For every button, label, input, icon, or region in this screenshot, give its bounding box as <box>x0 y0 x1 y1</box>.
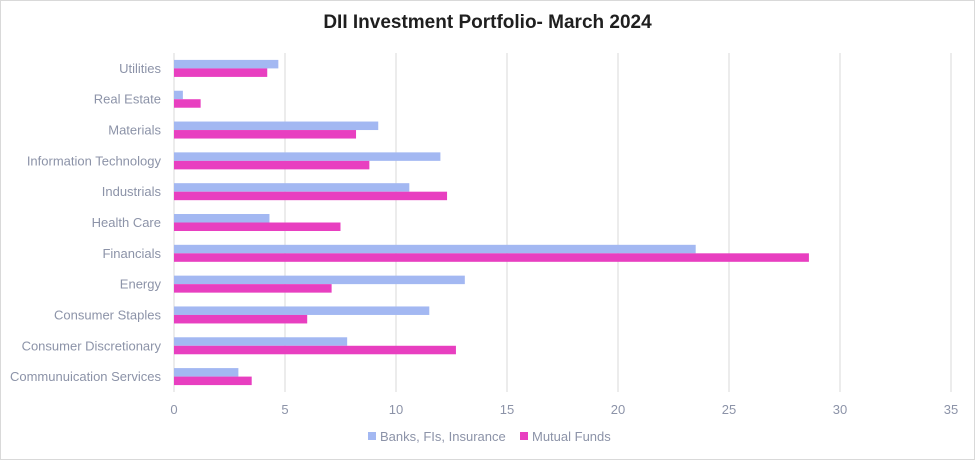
bar-mutual-funds <box>174 253 809 262</box>
x-tick-label: 10 <box>389 402 403 417</box>
category-label: Communuication Services <box>10 369 162 384</box>
category-label: Industrials <box>102 184 162 199</box>
legend-label: Mutual Funds <box>532 429 611 444</box>
bar-mutual-funds <box>174 130 357 139</box>
bar-mutual-funds <box>174 345 456 355</box>
bar-banks-fis-insurance <box>174 337 348 346</box>
bar-mutual-funds <box>174 314 308 324</box>
bar-mutual-funds <box>174 376 252 386</box>
category-label: Real Estate <box>94 92 161 107</box>
category-label: Health Care <box>92 215 161 230</box>
bar-banks-fis-insurance <box>174 214 270 223</box>
category-label: Information Technology <box>27 153 162 168</box>
bar-mutual-funds <box>174 222 341 231</box>
category-label: Consumer Staples <box>54 307 161 322</box>
x-tick-label: 30 <box>833 402 847 417</box>
bar-banks-fis-insurance <box>174 59 279 69</box>
bar-banks-fis-insurance <box>174 306 430 315</box>
category-label: Materials <box>108 123 161 138</box>
legend-swatch <box>368 432 376 440</box>
bar-banks-fis-insurance <box>174 183 410 192</box>
bar-mutual-funds <box>174 284 332 293</box>
bar-mutual-funds <box>174 68 268 77</box>
bar-banks-fis-insurance <box>174 152 441 161</box>
bar-mutual-funds <box>174 160 370 170</box>
x-tick-label: 0 <box>170 402 177 417</box>
category-label: Consumer Discretionary <box>22 338 162 353</box>
bar-banks-fis-insurance <box>174 368 239 377</box>
x-tick-label: 20 <box>611 402 625 417</box>
bar-banks-fis-insurance <box>174 90 183 100</box>
x-tick-label: 5 <box>281 402 288 417</box>
legend-swatch <box>520 432 528 440</box>
bar-banks-fis-insurance <box>174 275 465 285</box>
category-label: Utilities <box>119 61 161 76</box>
bar-mutual-funds <box>174 191 448 201</box>
bar-banks-fis-insurance <box>174 121 379 131</box>
legend-label: Banks, FIs, Insurance <box>380 429 506 444</box>
x-tick-label: 35 <box>944 402 958 417</box>
category-label: Financials <box>102 246 161 261</box>
x-tick-label: 15 <box>500 402 514 417</box>
chart-title: DII Investment Portfolio- March 2024 <box>323 12 652 33</box>
bar-mutual-funds <box>174 99 201 108</box>
category-label: Energy <box>120 277 162 292</box>
bar-banks-fis-insurance <box>174 244 696 254</box>
x-tick-label: 25 <box>722 402 736 417</box>
